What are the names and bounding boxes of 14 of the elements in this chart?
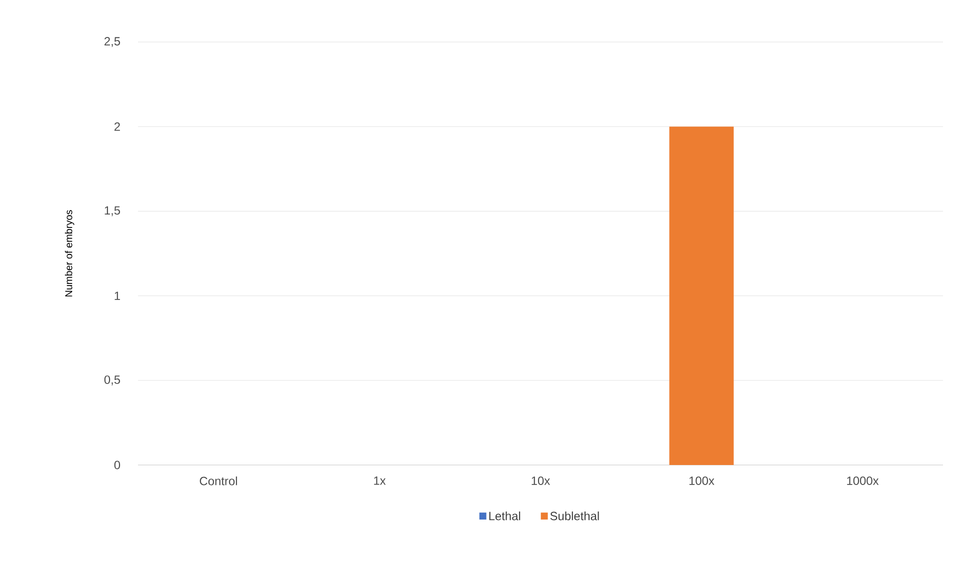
x-tick-label: 1x: [374, 476, 386, 485]
x-tick-label: 100x: [689, 476, 714, 485]
x-tick-label: 1000x: [847, 476, 879, 485]
y-tick-label: 2,5: [104, 37, 120, 47]
y-axis-title: Number of embryos: [64, 210, 74, 296]
y-tick-label: 0,5: [104, 375, 120, 386]
x-tick-label: Control: [200, 476, 237, 486]
y-tick-label: 2: [114, 122, 120, 131]
y-tick-label: 1: [114, 292, 120, 300]
y-tick-label: 1,5: [104, 206, 120, 216]
x-tick-label: 10x: [532, 476, 550, 485]
legend-label: Lethal: [489, 511, 520, 520]
y-tick-label: 0: [114, 460, 120, 470]
legend-label: Sublethal: [550, 511, 599, 520]
